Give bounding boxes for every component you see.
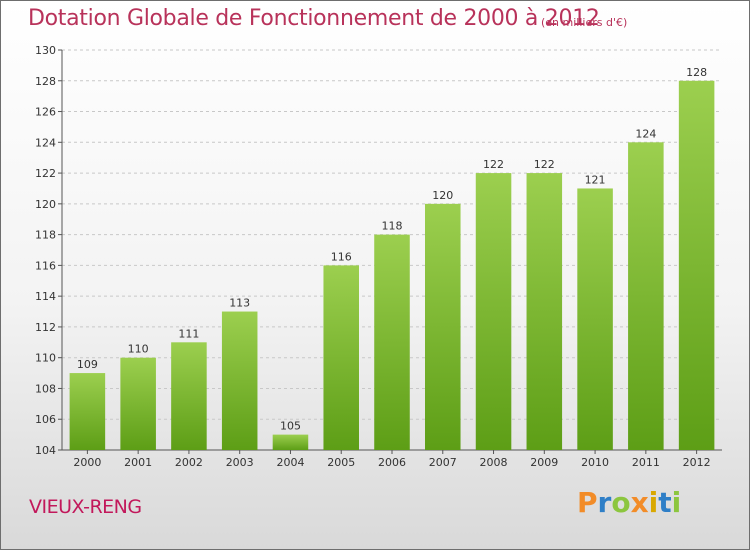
bar: [69, 373, 106, 450]
y-tick-label: 108: [35, 382, 56, 395]
brand-letter: o: [611, 486, 631, 519]
chart-subtitle: (en milliers d'€): [541, 16, 628, 29]
brand-logo: Proxiti: [577, 486, 681, 519]
y-tick-label: 128: [35, 75, 56, 88]
bar: [120, 357, 156, 450]
bar-value-label: 113: [229, 297, 250, 310]
bar: [323, 265, 359, 450]
bar-value-label: 120: [432, 189, 453, 202]
y-tick-label: 104: [35, 444, 56, 457]
y-tick-labels: 104 106 108 110 112 114 116 118 120 122 124 126 128 1…: [35, 44, 56, 457]
y-tick-label: 106: [35, 413, 56, 426]
bar: [678, 80, 715, 451]
x-tick-label: 2004: [276, 456, 304, 469]
x-tick-label: 2006: [378, 456, 406, 469]
bar: [475, 173, 512, 451]
y-tick-label: 118: [35, 229, 56, 242]
bar: [171, 342, 207, 450]
bar-value-label: 122: [534, 158, 555, 171]
y-tick-label: 126: [35, 106, 56, 119]
x-tick-label: 2001: [124, 456, 152, 469]
y-tick-label: 122: [35, 167, 56, 180]
brand-letter: t: [658, 486, 672, 519]
y-tick-label: 114: [35, 290, 56, 303]
bar: [577, 188, 613, 450]
brand-letter: i: [671, 486, 682, 519]
x-tick-label: 2002: [175, 456, 203, 469]
y-tick-label: 112: [35, 321, 56, 334]
x-tick-label: 2012: [683, 456, 711, 469]
bar: [221, 311, 258, 450]
brand-letter: x: [630, 486, 649, 519]
bar: [374, 234, 410, 450]
bar-value-label: 128: [686, 66, 707, 79]
chart-title: Dotation Globale de Fonctionnement de 20…: [28, 6, 600, 31]
brand-letter: i: [648, 486, 659, 519]
y-tick-label: 124: [35, 136, 56, 149]
x-tick-label: 2009: [530, 456, 558, 469]
y-tick-label: 110: [35, 352, 56, 365]
bar-value-label: 118: [382, 220, 403, 233]
x-tick-labels: 2000 2001 2002 2003 2004 2005 2006 2007 2008 2009…: [73, 450, 711, 469]
bar-value-label: 109: [77, 358, 98, 371]
x-tick-label: 2010: [581, 456, 609, 469]
commune-name: VIEUX-RENG: [29, 496, 142, 518]
x-tick-label: 2007: [429, 456, 457, 469]
x-tick-label: 2011: [632, 456, 660, 469]
x-tick-label: 2000: [73, 456, 101, 469]
bar: [272, 434, 309, 450]
y-tick-label: 116: [35, 259, 56, 272]
bar-value-label: 121: [585, 173, 606, 186]
bar-value-label: 105: [280, 420, 301, 433]
bar-value-label: 111: [178, 327, 199, 340]
brand-letter: P: [577, 486, 598, 519]
bar-value-label: 116: [331, 250, 352, 263]
bar-value-label: 110: [128, 343, 149, 356]
bar: [425, 203, 461, 450]
bar-value-label: 124: [635, 127, 656, 140]
bars: 109 110 111 113 105 116 118 120 122 122 121 124 128: [69, 66, 715, 451]
bar: [526, 173, 563, 451]
y-tick-label: 120: [35, 198, 56, 211]
x-tick-label: 2005: [327, 456, 355, 469]
bar: [628, 142, 664, 451]
y-tick-label: 130: [35, 44, 56, 57]
brand-letter: r: [597, 486, 612, 519]
x-tick-label: 2003: [226, 456, 254, 469]
x-tick-label: 2008: [480, 456, 508, 469]
bar-value-label: 122: [483, 158, 504, 171]
